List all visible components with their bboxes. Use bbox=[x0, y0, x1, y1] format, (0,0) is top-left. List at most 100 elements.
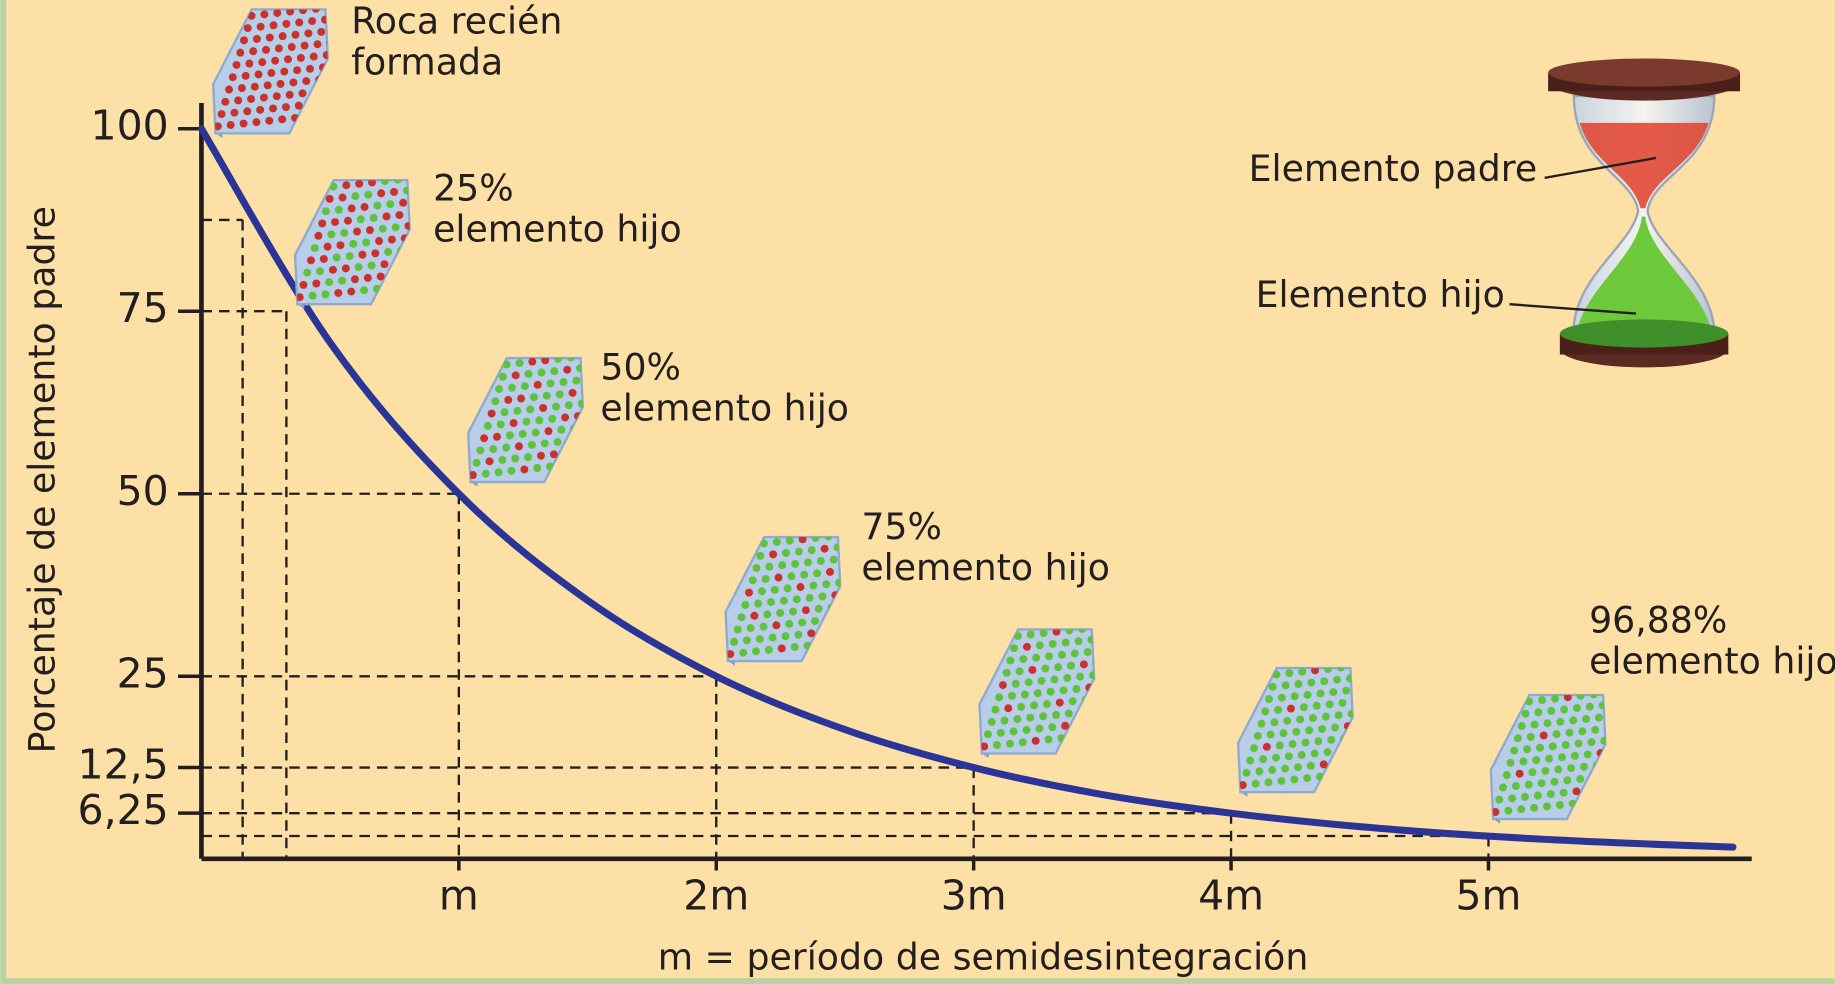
crystal-dot bbox=[1065, 629, 1074, 635]
crystal-dot bbox=[1261, 707, 1270, 716]
x-tick-label: 5m bbox=[1456, 872, 1522, 920]
crystal-dot bbox=[807, 546, 816, 555]
crystal-dot bbox=[318, 219, 327, 228]
crystal-dot bbox=[781, 632, 790, 641]
crystal-dot bbox=[794, 547, 803, 556]
crystal-dot bbox=[750, 611, 759, 620]
crystal-dot bbox=[502, 360, 511, 369]
crystal-dot bbox=[1329, 688, 1338, 697]
crystal-dot bbox=[1506, 758, 1515, 767]
crystal-dot bbox=[760, 539, 768, 548]
crystal-dot bbox=[380, 180, 389, 185]
y-tick-label: 100 bbox=[91, 102, 169, 150]
crystal-dot bbox=[800, 570, 809, 579]
crystal-dot bbox=[340, 228, 349, 237]
crystal-dot bbox=[551, 402, 560, 411]
crystal-dot bbox=[377, 189, 386, 198]
crystal-dot bbox=[761, 574, 770, 583]
crystal-dot bbox=[1567, 764, 1576, 773]
crystal-dot bbox=[1277, 693, 1286, 702]
crystal-dot bbox=[265, 33, 274, 42]
crystal-dot bbox=[345, 252, 354, 261]
crystal-dot bbox=[528, 358, 537, 366]
crystal-dot bbox=[225, 85, 234, 94]
crystal-dot bbox=[1336, 668, 1345, 672]
crystal-dot bbox=[741, 600, 750, 609]
crystal-dot bbox=[983, 730, 992, 739]
crystal-dot bbox=[1528, 768, 1537, 777]
crystal-dot bbox=[347, 287, 356, 296]
crystal-dot bbox=[1275, 741, 1284, 750]
crystal-dot bbox=[1030, 701, 1039, 710]
crystal-dot bbox=[757, 587, 766, 596]
crystal-dot bbox=[480, 434, 489, 443]
crystal-dot bbox=[1266, 730, 1275, 739]
crystal-dot bbox=[332, 253, 341, 262]
crystal-dot bbox=[1535, 743, 1544, 752]
crystal-dot bbox=[312, 279, 321, 288]
crystal-dot bbox=[325, 194, 334, 203]
crystal-dot bbox=[1010, 644, 1019, 653]
crystal-dot bbox=[259, 93, 268, 102]
crystal-dot bbox=[1064, 709, 1073, 718]
crystal-dot bbox=[1089, 671, 1095, 680]
crystal-dot bbox=[1576, 775, 1585, 783]
crystal-dot bbox=[1297, 750, 1306, 759]
crystal-dot bbox=[368, 180, 377, 187]
crystal-dot bbox=[774, 573, 783, 582]
x-tick-label: 2m bbox=[683, 872, 749, 920]
crystal-dot bbox=[298, 89, 307, 98]
crystal-dot bbox=[328, 265, 337, 274]
crystal-dot bbox=[527, 440, 536, 449]
crystal-dot bbox=[1004, 704, 1013, 713]
crystal-dot bbox=[306, 256, 315, 265]
crystal-dot bbox=[1067, 661, 1075, 670]
crystal-dot bbox=[1028, 665, 1037, 674]
crystal-dot bbox=[387, 235, 396, 244]
annotation: elemento hijo bbox=[1589, 639, 1835, 682]
crystal-dot bbox=[733, 625, 742, 634]
crystal-dot bbox=[1070, 649, 1079, 658]
crystal-dot bbox=[1548, 742, 1557, 751]
crystal-dot bbox=[496, 420, 505, 429]
crystal-dot bbox=[276, 79, 285, 88]
crystal-dot bbox=[341, 264, 350, 273]
crystal-dot bbox=[1253, 731, 1262, 740]
annotation: 25% bbox=[433, 167, 514, 210]
crystal-dot bbox=[263, 81, 272, 90]
crystal-dot bbox=[321, 207, 330, 216]
crystal-dot bbox=[293, 66, 302, 75]
crystal-dot bbox=[1048, 640, 1057, 648]
crystal-dot bbox=[338, 193, 347, 202]
crystal-dot bbox=[1286, 704, 1295, 713]
crystal-dot bbox=[1048, 723, 1057, 732]
crystal-dot bbox=[1032, 653, 1041, 662]
x-tick-label: 3m bbox=[941, 872, 1007, 920]
crystal-dot bbox=[1543, 802, 1551, 811]
crystal-dot bbox=[376, 272, 385, 281]
crystal-dot bbox=[1033, 689, 1042, 698]
crystal-dot bbox=[1563, 776, 1572, 785]
crystal-dot bbox=[1303, 774, 1312, 783]
crystal-dot bbox=[526, 405, 535, 414]
crystal-dot bbox=[1079, 660, 1088, 669]
crystal-dot bbox=[1530, 803, 1539, 812]
crystal-dot bbox=[777, 644, 786, 653]
crystal-dot bbox=[213, 122, 222, 131]
crystal-dot bbox=[554, 358, 563, 363]
crystal-dot bbox=[1283, 716, 1292, 725]
crystal-dot bbox=[1546, 790, 1555, 799]
crystal-dot bbox=[739, 648, 748, 657]
crystal-dot bbox=[1323, 748, 1332, 757]
crystal-dot bbox=[768, 633, 777, 642]
hourglass-label: Elemento padre bbox=[1249, 147, 1538, 190]
crystal-dot bbox=[291, 30, 300, 39]
crystal-dot bbox=[1530, 720, 1539, 729]
crystal-dot bbox=[1264, 778, 1273, 787]
crystal-dot bbox=[313, 40, 322, 49]
crystal-dot bbox=[317, 27, 326, 36]
crystal-dot bbox=[299, 9, 307, 15]
crystal-dot bbox=[539, 404, 548, 412]
crystal-dot bbox=[801, 606, 810, 615]
